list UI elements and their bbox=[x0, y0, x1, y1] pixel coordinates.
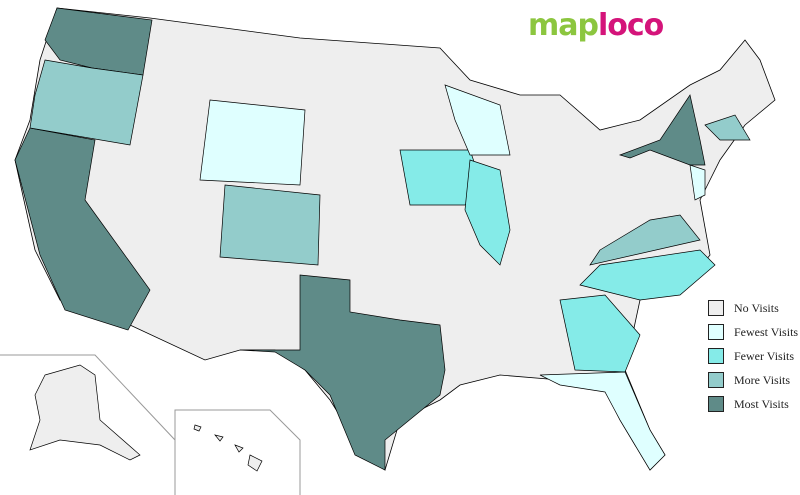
legend-swatch bbox=[708, 324, 724, 340]
state-MA bbox=[704, 114, 751, 141]
legend-label: No Visits bbox=[734, 300, 779, 315]
legend-label: More Visits bbox=[734, 372, 791, 387]
state-GA bbox=[559, 294, 641, 373]
state-OR bbox=[29, 59, 144, 146]
state-WI bbox=[444, 84, 511, 156]
state-NJ bbox=[689, 164, 706, 201]
legend-item-fewest: Fewest Visits bbox=[708, 320, 798, 344]
state-AK bbox=[29, 364, 141, 461]
state-NY bbox=[618, 94, 706, 166]
hawaii-inset-border bbox=[174, 409, 301, 495]
state-CO bbox=[219, 184, 321, 266]
legend-label: Most Visits bbox=[734, 396, 789, 411]
state-NC bbox=[579, 249, 716, 301]
legend-item-more: More Visits bbox=[708, 368, 798, 392]
state-FL bbox=[539, 371, 666, 471]
legend-swatch bbox=[708, 300, 724, 316]
state-HI bbox=[193, 424, 263, 472]
state-CA bbox=[14, 127, 151, 331]
legend-swatch bbox=[708, 348, 724, 364]
state-VA bbox=[589, 214, 701, 266]
alaska-inset-border bbox=[0, 354, 176, 495]
legend-label: Fewest Visits bbox=[734, 324, 799, 339]
state-TX bbox=[239, 274, 446, 471]
maploco-logo: maploco bbox=[528, 8, 664, 43]
state-WY bbox=[199, 99, 306, 186]
state-IL bbox=[464, 159, 511, 266]
legend-item-none: No Visits bbox=[708, 296, 798, 320]
legend-swatch bbox=[708, 396, 724, 412]
legend: No Visits Fewest Visits Fewer Visits Mor… bbox=[708, 296, 798, 416]
legend-item-fewer: Fewer Visits bbox=[708, 344, 798, 368]
legend-swatch bbox=[708, 372, 724, 388]
legend-item-most: Most Visits bbox=[708, 392, 798, 416]
legend-label: Fewer Visits bbox=[734, 348, 795, 363]
